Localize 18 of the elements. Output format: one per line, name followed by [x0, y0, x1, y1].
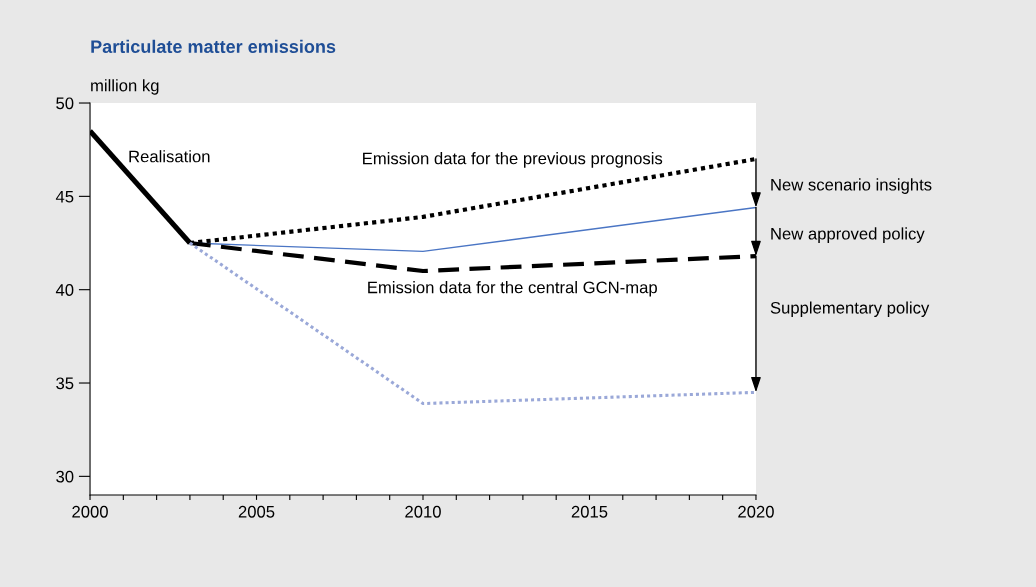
y-tick-label: 50 [56, 97, 74, 110]
x-tick-label: 2000 [72, 505, 108, 518]
series-label: Realisation [129, 150, 210, 163]
y-tick-label: 35 [56, 377, 74, 390]
x-tick-label: 2010 [405, 505, 441, 518]
x-tick-label: 2005 [238, 505, 275, 518]
x-tick-label: 2015 [571, 505, 608, 518]
text: Supplementary policy [770, 301, 930, 317]
y-axis-title: million kg [91, 79, 159, 95]
series-label: Emission data for the central GCN-map [368, 281, 657, 297]
x-tick-label: 2020 [738, 505, 774, 518]
y-tick-label: 40 [55, 284, 74, 296]
y-tick-label: 45 [55, 190, 74, 203]
text: New approved policy [771, 227, 925, 243]
y-tick-label: 30 [56, 470, 74, 483]
chart-title: Particulate matter emissions [91, 39, 336, 54]
text: New scenario insights [771, 178, 932, 194]
series-label: Emission data for the previous prognosis [363, 152, 663, 168]
